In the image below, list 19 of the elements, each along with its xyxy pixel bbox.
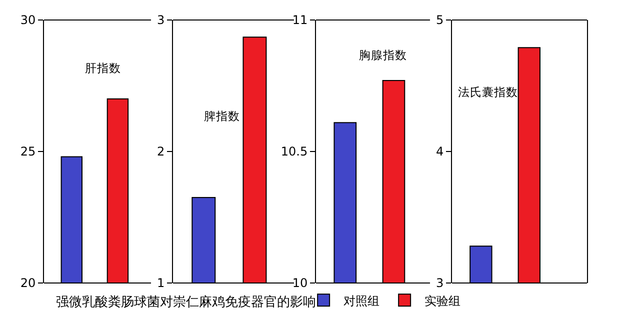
text: 法氏囊指数 xyxy=(458,85,518,99)
y-tick-label: 10 xyxy=(292,276,308,290)
y-tick-label: 4 xyxy=(436,144,444,159)
y-tick-label: 11 xyxy=(292,13,308,28)
y-tick-label: 5 xyxy=(436,13,444,28)
y-tick-label: 3 xyxy=(436,276,444,290)
text: 胸腺指数 xyxy=(359,48,407,62)
legend-label: 实验组 xyxy=(424,294,461,308)
y-tick-label: 20 xyxy=(20,276,36,290)
text: 肝指数 xyxy=(85,61,121,75)
y-tick-label: 10.5 xyxy=(280,144,308,159)
y-tick-label: 3 xyxy=(156,13,165,28)
y-tick-label: 30 xyxy=(20,13,36,28)
y-tick-label: 25 xyxy=(20,144,36,159)
legend-label: 对照组 xyxy=(344,294,380,308)
y-tick-label: 1 xyxy=(156,276,165,290)
text: 脾指数 xyxy=(204,109,240,123)
y-tick-label: 2 xyxy=(156,144,165,159)
text: 强微乳酸粪肠球菌对崇仁麻鸡免疫器官的影响 xyxy=(56,294,316,310)
